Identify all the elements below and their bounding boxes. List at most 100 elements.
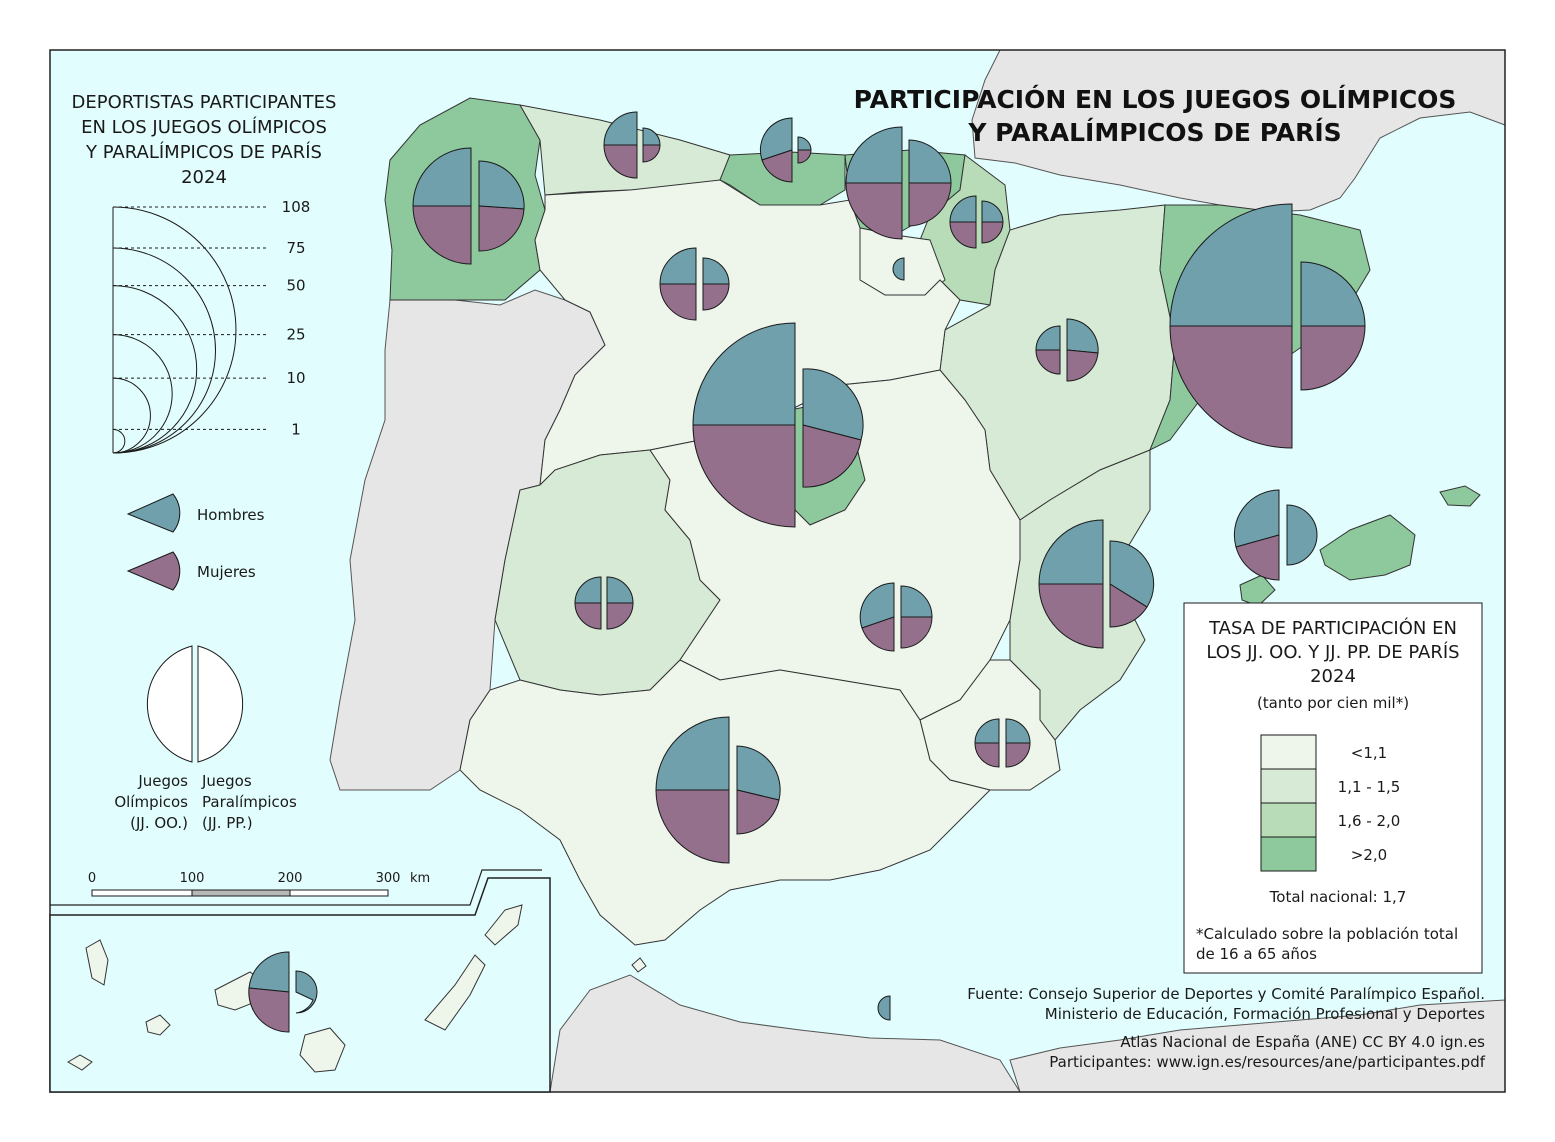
olympic-women-wedge — [248, 987, 290, 1033]
olympic-men-wedge — [659, 247, 697, 285]
paralympic-women-wedge — [642, 144, 661, 163]
paralympic-men-wedge — [981, 200, 1004, 223]
map-frame — [49, 49, 1506, 1093]
island-la-palma — [85, 939, 109, 986]
paralympic-women-wedge — [1300, 325, 1366, 391]
paralympic-women-wedge — [802, 424, 862, 488]
olympic-label-3: (JJ. OO.) — [130, 814, 188, 832]
symbol-illes-balears — [1233, 489, 1318, 581]
size-legend-circle-1 — [112, 428, 126, 454]
rate-legend: TASA DE PARTICIPACIÓN EN LOS JJ. OO. Y J… — [1183, 602, 1483, 974]
symbol-madrid — [692, 322, 864, 528]
olympic-men-wedge — [1038, 519, 1104, 585]
size-legend: DEPORTISTAS PARTICIPANTES EN LOS JUEGOS … — [72, 92, 337, 454]
island-lanzarote — [484, 904, 523, 946]
olympic-women-wedge — [412, 205, 472, 265]
paralympic-men-wedge — [1005, 718, 1031, 744]
size-legend-title-1: DEPORTISTAS PARTICIPANTES — [72, 92, 337, 113]
olympic-women-wedge — [974, 742, 1000, 768]
credit-line-2: Participantes: www.ign.es/resources/ane/… — [1049, 1053, 1485, 1071]
olympic-women-wedge — [655, 789, 730, 864]
rate-legend-title-3: 2024 — [1310, 666, 1356, 687]
rate-note-1: *Calculado sobre la población total — [1196, 925, 1458, 943]
rate-class-2-swatch — [1260, 768, 1317, 804]
olympic-women-wedge — [692, 424, 796, 528]
paralympic-women-wedge — [797, 149, 812, 164]
scale-tick-200: 200 — [278, 871, 303, 886]
symbol-canarias — [248, 951, 318, 1033]
olympic-label-1: Juegos — [137, 772, 188, 790]
olympic-men-wedge — [759, 117, 793, 161]
credit-line-1: Atlas Nacional de España (ANE) CC BY 4.0… — [1120, 1033, 1485, 1051]
paralympic-women-wedge — [702, 283, 730, 311]
island-fuerteventura — [424, 954, 486, 1031]
size-legend-value-25: 25 — [286, 326, 305, 344]
rate-total-national: Total nacional: 1,7 — [1269, 888, 1407, 906]
olympic-label-2: Olímpicos — [114, 793, 188, 811]
rate-class-2-label: 1,1 - 1,5 — [1338, 778, 1401, 796]
symbol-asturias — [603, 111, 661, 179]
island-gran-canaria — [299, 1027, 346, 1073]
size-legend-circle-75 — [112, 247, 216, 454]
olympic-men-wedge — [1233, 489, 1280, 548]
olympic-men-wedge — [949, 195, 977, 223]
scale-unit: km — [410, 871, 430, 886]
symbol-pais-vasco — [845, 126, 952, 240]
olympic-men-wedge — [1169, 203, 1293, 327]
paralympic-women-wedge — [1109, 583, 1148, 628]
symbol-castilla-la-mancha — [859, 582, 933, 652]
symbol-cantabria — [759, 117, 812, 183]
symbol-extremadura — [574, 576, 634, 630]
rate-class-4-swatch — [1260, 836, 1317, 872]
olympic-women-wedge — [761, 149, 793, 183]
size-legend-value-50: 50 — [286, 277, 305, 295]
rate-class-1-label: <1,1 — [1351, 744, 1387, 762]
size-legend-circle-25 — [112, 334, 173, 454]
olympic-women-wedge — [1235, 534, 1280, 581]
symbol-galicia — [412, 147, 525, 265]
scale-tick-100: 100 — [180, 871, 205, 886]
symbol-la-rioja — [892, 257, 905, 281]
symbol-castilla-y-leon — [659, 247, 730, 321]
scale-bar: 0 100 200 300 km — [88, 871, 430, 897]
olympic-men-wedge — [845, 126, 903, 184]
morocco-land — [549, 974, 1021, 1093]
olympic-men-wedge — [603, 111, 638, 146]
source-line-1: Fuente: Consejo Superior de Deportes y C… — [967, 985, 1485, 1003]
symbol-aragon — [1035, 318, 1099, 382]
title-line-2: Y PARALÍMPICOS DE PARÍS — [967, 118, 1341, 147]
paralympic-women-wedge — [736, 789, 780, 835]
olympic-men-wedge — [1035, 325, 1061, 351]
paralympic-men-wedge — [802, 368, 864, 441]
paralympic-women-wedge — [478, 205, 525, 252]
symbol-melilla — [877, 995, 891, 1021]
rate-class-4-label: >2,0 — [1351, 846, 1387, 864]
symbol-andalucia — [655, 716, 781, 864]
source-credits: Fuente: Consejo Superior de Deportes y C… — [967, 985, 1485, 1071]
paralympic-women-wedge — [1066, 349, 1099, 382]
island-mallorca — [1319, 514, 1416, 581]
paralympic-women-wedge — [900, 616, 933, 649]
paralympic-label-1: Juegos — [201, 772, 252, 790]
women-swatch — [126, 551, 181, 591]
size-legend-title-4: 2024 — [181, 167, 227, 188]
olympic-men-wedge — [412, 147, 472, 207]
island-ceuta — [631, 957, 647, 973]
title-line-1: PARTICIPACIÓN EN LOS JUEGOS OLÍMPICOS — [854, 84, 1457, 114]
region-symbols — [248, 111, 1366, 1033]
size-legend-circle-108 — [112, 206, 237, 454]
rate-class-3-swatch — [1260, 802, 1317, 838]
olympic-women-wedge — [659, 283, 697, 321]
rate-class-1-swatch — [1260, 734, 1317, 770]
paralympic-men-wedge — [1066, 318, 1099, 354]
paralympic-women-wedge — [606, 602, 634, 630]
olympic-women-wedge — [949, 221, 977, 249]
games-legend: Juegos Olímpicos (JJ. OO.) Juegos Paralí… — [114, 645, 297, 832]
symbol-murcia — [974, 718, 1031, 768]
island-el-hierro — [67, 1054, 93, 1071]
size-legend-value-75: 75 — [286, 239, 305, 257]
symbol-cataluna — [1169, 203, 1366, 449]
island-ibiza — [1239, 574, 1276, 607]
size-legend-value-108: 108 — [282, 198, 311, 216]
paralympic-women-wedge — [981, 221, 1004, 244]
